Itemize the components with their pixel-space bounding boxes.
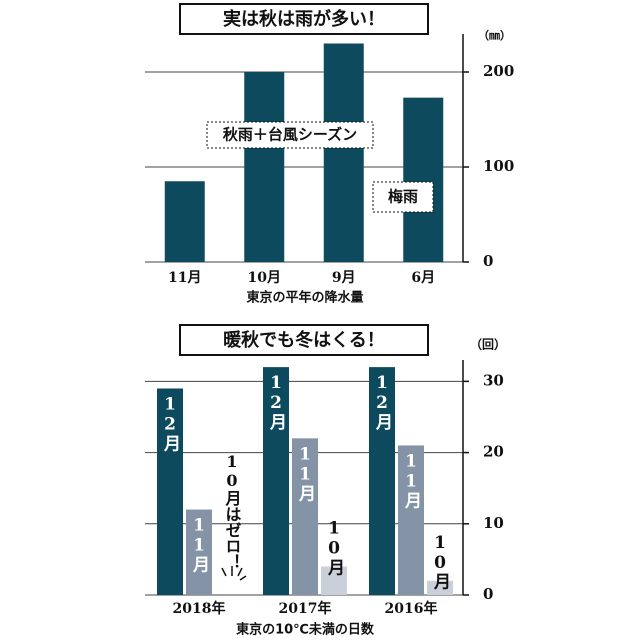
bar xyxy=(427,580,453,595)
x-axis-label: 東京の平年の降水量 xyxy=(246,290,363,306)
annotation-box xyxy=(372,181,434,213)
chart-title: 暖秋でも冬はくる！ xyxy=(223,329,385,351)
burst-line xyxy=(237,567,243,577)
x-tick-label: 2017年 xyxy=(279,600,332,617)
x-tick-label: 2016年 xyxy=(385,600,438,617)
bar xyxy=(186,509,212,595)
bar xyxy=(323,43,364,262)
bar xyxy=(292,438,318,595)
bar xyxy=(164,181,205,262)
y-tick-label: 30 xyxy=(483,371,504,389)
bar xyxy=(157,388,183,595)
bar-label: 10月 xyxy=(430,533,452,591)
burst-line xyxy=(221,567,227,577)
unit-label: （回） xyxy=(470,337,506,352)
annotation: 秋雨＋台風シーズン xyxy=(223,126,357,144)
x-tick-label: 10月 xyxy=(248,270,281,286)
x-tick-label: 9月 xyxy=(332,270,356,286)
bar xyxy=(403,97,444,263)
bar-label: 11月 xyxy=(189,516,211,574)
bar-label: 12月 xyxy=(266,373,288,431)
y-tick-label: 0 xyxy=(483,585,493,603)
y-tick-label: 10 xyxy=(483,514,504,532)
x-axis-label: 東京の10℃未満の日数 xyxy=(236,622,375,638)
annotation: 10月はゼロ！ xyxy=(223,452,243,570)
bar xyxy=(321,566,347,595)
bar-label: 12月 xyxy=(372,373,394,431)
bar-label: 12月 xyxy=(160,394,182,452)
y-tick-label: 0 xyxy=(483,252,493,270)
y-tick-label: 100 xyxy=(483,157,514,175)
bar xyxy=(263,367,289,595)
bar xyxy=(398,445,424,595)
bar xyxy=(369,367,395,595)
annotation-box xyxy=(206,121,374,149)
burst-line xyxy=(239,575,247,581)
title-box xyxy=(179,3,429,35)
chart-title: 実は秋は雨が多い！ xyxy=(223,8,385,30)
bar-label: 10月 xyxy=(324,519,346,577)
x-tick-label: 11月 xyxy=(168,270,201,286)
y-tick-label: 20 xyxy=(483,443,504,461)
annotation: 梅雨 xyxy=(388,188,418,206)
y-tick-label: 200 xyxy=(483,62,514,80)
bar xyxy=(244,72,285,262)
unit-label: （㎜） xyxy=(478,29,511,42)
title-box xyxy=(179,324,429,356)
bar-label: 11月 xyxy=(401,451,423,509)
x-tick-label: 2018年 xyxy=(173,600,226,617)
bar-label: 11月 xyxy=(295,444,317,502)
x-tick-label: 6月 xyxy=(411,270,435,286)
